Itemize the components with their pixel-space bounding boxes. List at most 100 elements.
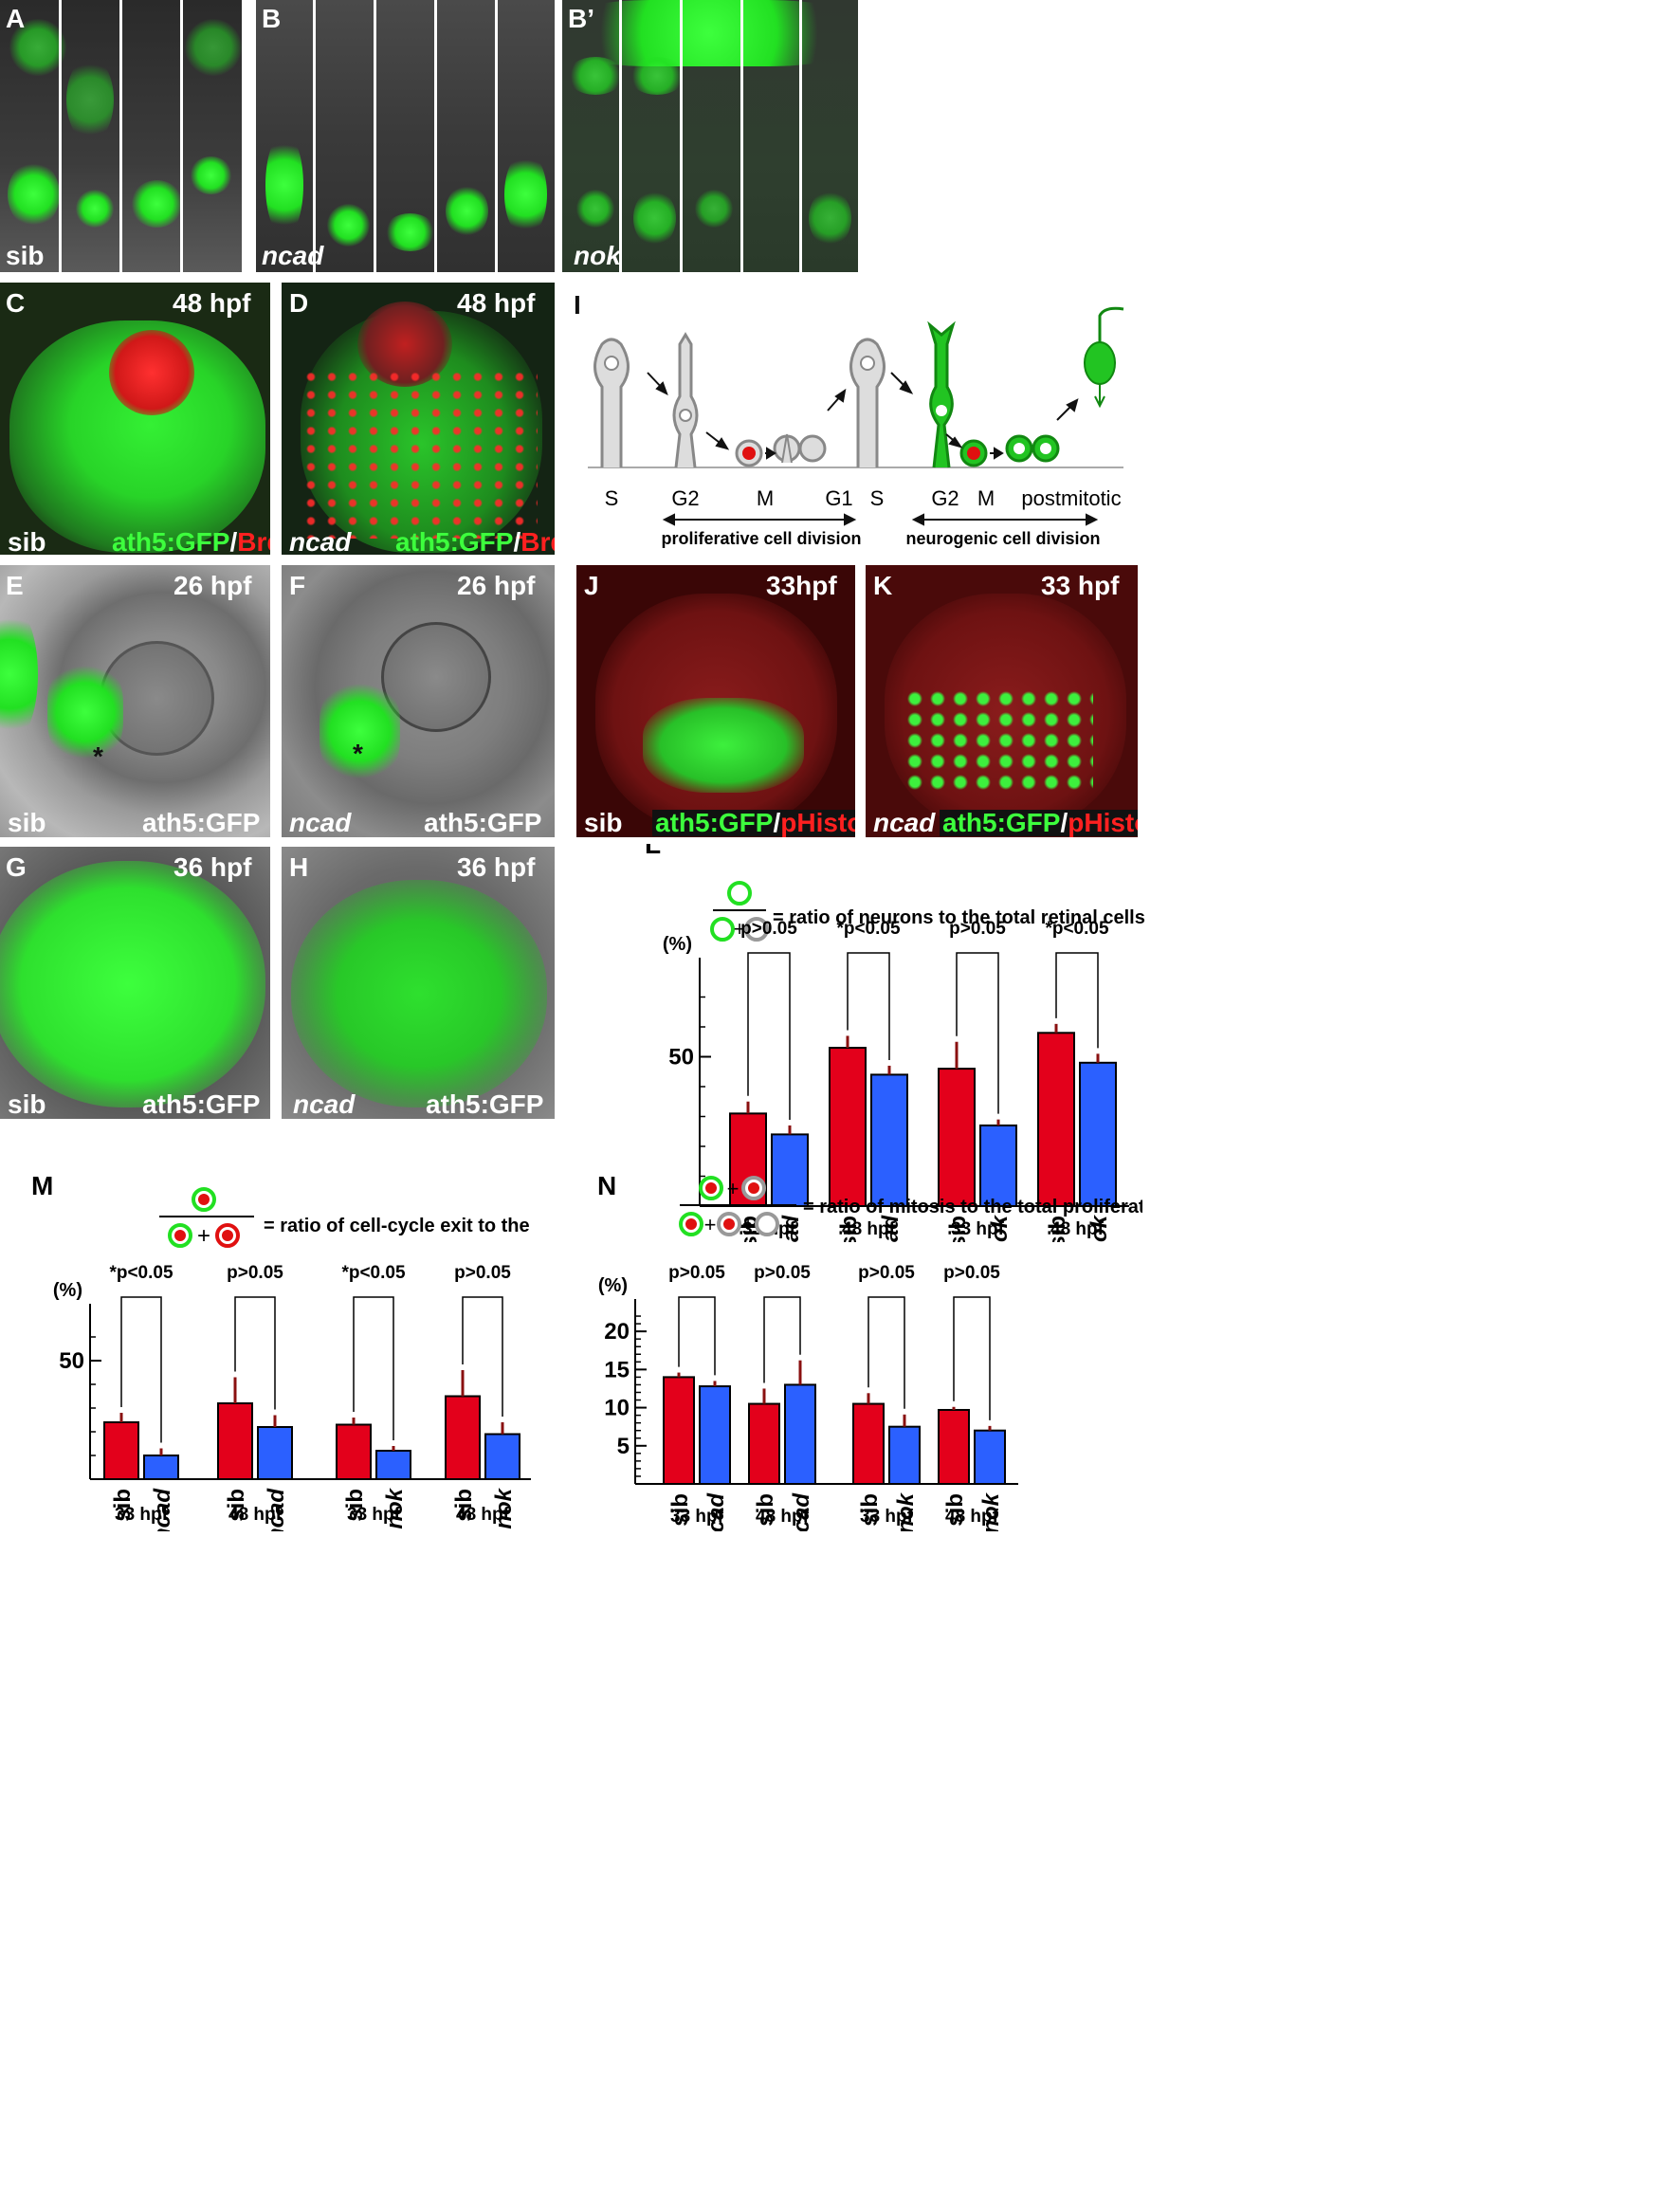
strip-divider bbox=[374, 0, 376, 272]
bar-mut bbox=[257, 1426, 293, 1480]
gfp-retina bbox=[0, 861, 265, 1107]
significance-bracket bbox=[1055, 952, 1099, 1049]
bar-mut bbox=[375, 1450, 411, 1480]
panel-label-e: E bbox=[6, 571, 24, 600]
bar-mut bbox=[1079, 1061, 1117, 1207]
panel-label-c: C bbox=[6, 288, 26, 318]
genotype-label: ncad bbox=[262, 241, 324, 270]
time-label: 48 hpf bbox=[756, 1507, 810, 1527]
x-label-mutant: ncad bbox=[778, 1215, 804, 1242]
gfp-cell bbox=[809, 190, 851, 247]
p-value: p>0.05 bbox=[227, 1263, 283, 1283]
genotype-label: sib bbox=[8, 527, 46, 556]
gfp-cell bbox=[190, 156, 232, 194]
plus-sign: + bbox=[734, 917, 746, 941]
panel-d: D 48 hpf ncad ath5:GFP/BrdU bbox=[282, 283, 555, 555]
bar-sib bbox=[829, 1047, 867, 1207]
x-label-sib: sib bbox=[836, 1216, 862, 1242]
x-label-mutant: nok bbox=[978, 1491, 1004, 1531]
y-tick-label: 10 bbox=[604, 1396, 630, 1421]
panel-label-a: A bbox=[6, 4, 26, 33]
stage-label: 26 hpf bbox=[173, 571, 252, 600]
reporter-label: ath5:GFP bbox=[424, 808, 542, 837]
y-axis-label: (%) bbox=[663, 934, 692, 955]
p-value: p>0.05 bbox=[454, 1263, 511, 1283]
x-label-sib: sib bbox=[451, 1489, 477, 1522]
reporter-label: ath5:GFP bbox=[426, 1089, 544, 1119]
phase-label: S bbox=[605, 486, 619, 510]
x-label-sib: sib bbox=[342, 1489, 368, 1522]
formula-label: = ratio of mitosis to the total prolifer… bbox=[803, 1197, 1142, 1217]
panel-h: H 36 hpf ncad ath5:GFP bbox=[282, 847, 555, 1119]
bar-sib bbox=[336, 1423, 372, 1480]
gfp-cell bbox=[446, 185, 488, 237]
bar-sib bbox=[938, 1408, 970, 1486]
y-axis-label: (%) bbox=[53, 1280, 82, 1301]
gfp-cell bbox=[185, 19, 242, 76]
x-label-mutant: nok bbox=[491, 1487, 517, 1528]
phase-label: G2 bbox=[671, 486, 699, 510]
bar-mut bbox=[979, 1124, 1017, 1208]
formula-exit-cell-core bbox=[198, 1194, 210, 1205]
y-tick-label: 50 bbox=[59, 1348, 84, 1374]
strip-divider bbox=[740, 0, 743, 272]
plus-sign: + bbox=[727, 1177, 740, 1200]
gfp-retina bbox=[291, 880, 547, 1107]
significance-bracket bbox=[353, 1296, 394, 1440]
progression-arrows bbox=[647, 372, 1079, 460]
time-label: 33 hpf bbox=[115, 1505, 169, 1525]
panel-b-prime: B’ nok bbox=[562, 0, 858, 272]
stage-label: 48 hpf bbox=[457, 288, 536, 318]
stain-legend: ath5:GFP/BrdU bbox=[112, 527, 270, 556]
genotype-label: ncad bbox=[289, 808, 352, 837]
strip-divider bbox=[59, 0, 62, 272]
gfp-cell bbox=[504, 152, 547, 237]
p-value: p>0.05 bbox=[668, 1263, 725, 1283]
bar-sib bbox=[663, 1376, 695, 1486]
y-tick-label: 20 bbox=[604, 1319, 630, 1345]
p-value: *p<0.05 bbox=[109, 1263, 173, 1283]
significance-bracket bbox=[462, 1296, 503, 1417]
bar-mut bbox=[784, 1383, 816, 1485]
time-label: 48 hpf bbox=[456, 1505, 510, 1525]
significance-bracket bbox=[747, 952, 791, 1120]
significance-bracket bbox=[867, 1296, 905, 1409]
significance-bracket bbox=[678, 1296, 716, 1376]
gfp-cell bbox=[76, 190, 114, 228]
strip-divider bbox=[495, 0, 498, 272]
bar-mut bbox=[143, 1455, 179, 1480]
bar-mut bbox=[974, 1429, 1006, 1485]
x-label-sib: sib bbox=[945, 1216, 971, 1242]
gfp-cell bbox=[9, 19, 66, 76]
y-axis-label: (%) bbox=[598, 1275, 628, 1296]
stain-legend: ath5:GFP/BrdU bbox=[395, 527, 555, 556]
panel-j: J 33hpf sib ath5:GFP/pHistone bbox=[576, 565, 855, 837]
x-label-mutant: ncad bbox=[703, 1492, 729, 1531]
stage-label: 33 hpf bbox=[1041, 571, 1120, 600]
stage-label: 36 hpf bbox=[173, 852, 252, 882]
plus-sign: + bbox=[742, 1213, 755, 1236]
panel-label-h: H bbox=[289, 852, 309, 882]
formula-cell-core bbox=[723, 1218, 735, 1230]
x-label-mutant: nok bbox=[382, 1487, 408, 1528]
gfp-cell bbox=[567, 57, 624, 95]
x-label-mutant: ncad bbox=[789, 1492, 814, 1531]
x-label-mutant: nok bbox=[1087, 1214, 1112, 1242]
p-value: *p<0.05 bbox=[1045, 919, 1109, 939]
time-label: 33 hpf bbox=[670, 1507, 724, 1527]
formula-exit-cell-core bbox=[174, 1230, 186, 1241]
chart-l: L + = ratio of neurons to the total retina… bbox=[645, 844, 1145, 1242]
bar-sib bbox=[1037, 1032, 1075, 1207]
time-label: 33 hpf bbox=[951, 1219, 1005, 1239]
plus-sign: + bbox=[704, 1213, 717, 1236]
phase-label: postmitotic bbox=[1021, 486, 1121, 510]
phase-label: M bbox=[757, 486, 774, 510]
panel-g: G 36 hpf sib ath5:GFP bbox=[0, 847, 270, 1119]
panel-i: I bbox=[564, 283, 1680, 555]
gfp-cell bbox=[327, 204, 370, 247]
formula-cell-core bbox=[685, 1218, 697, 1230]
genotype-label: ncad bbox=[289, 527, 352, 556]
stage-label: 36 hpf bbox=[457, 852, 536, 882]
neuron bbox=[1084, 341, 1116, 385]
formula-label: = ratio of cell-cycle exit to the total … bbox=[264, 1216, 531, 1236]
